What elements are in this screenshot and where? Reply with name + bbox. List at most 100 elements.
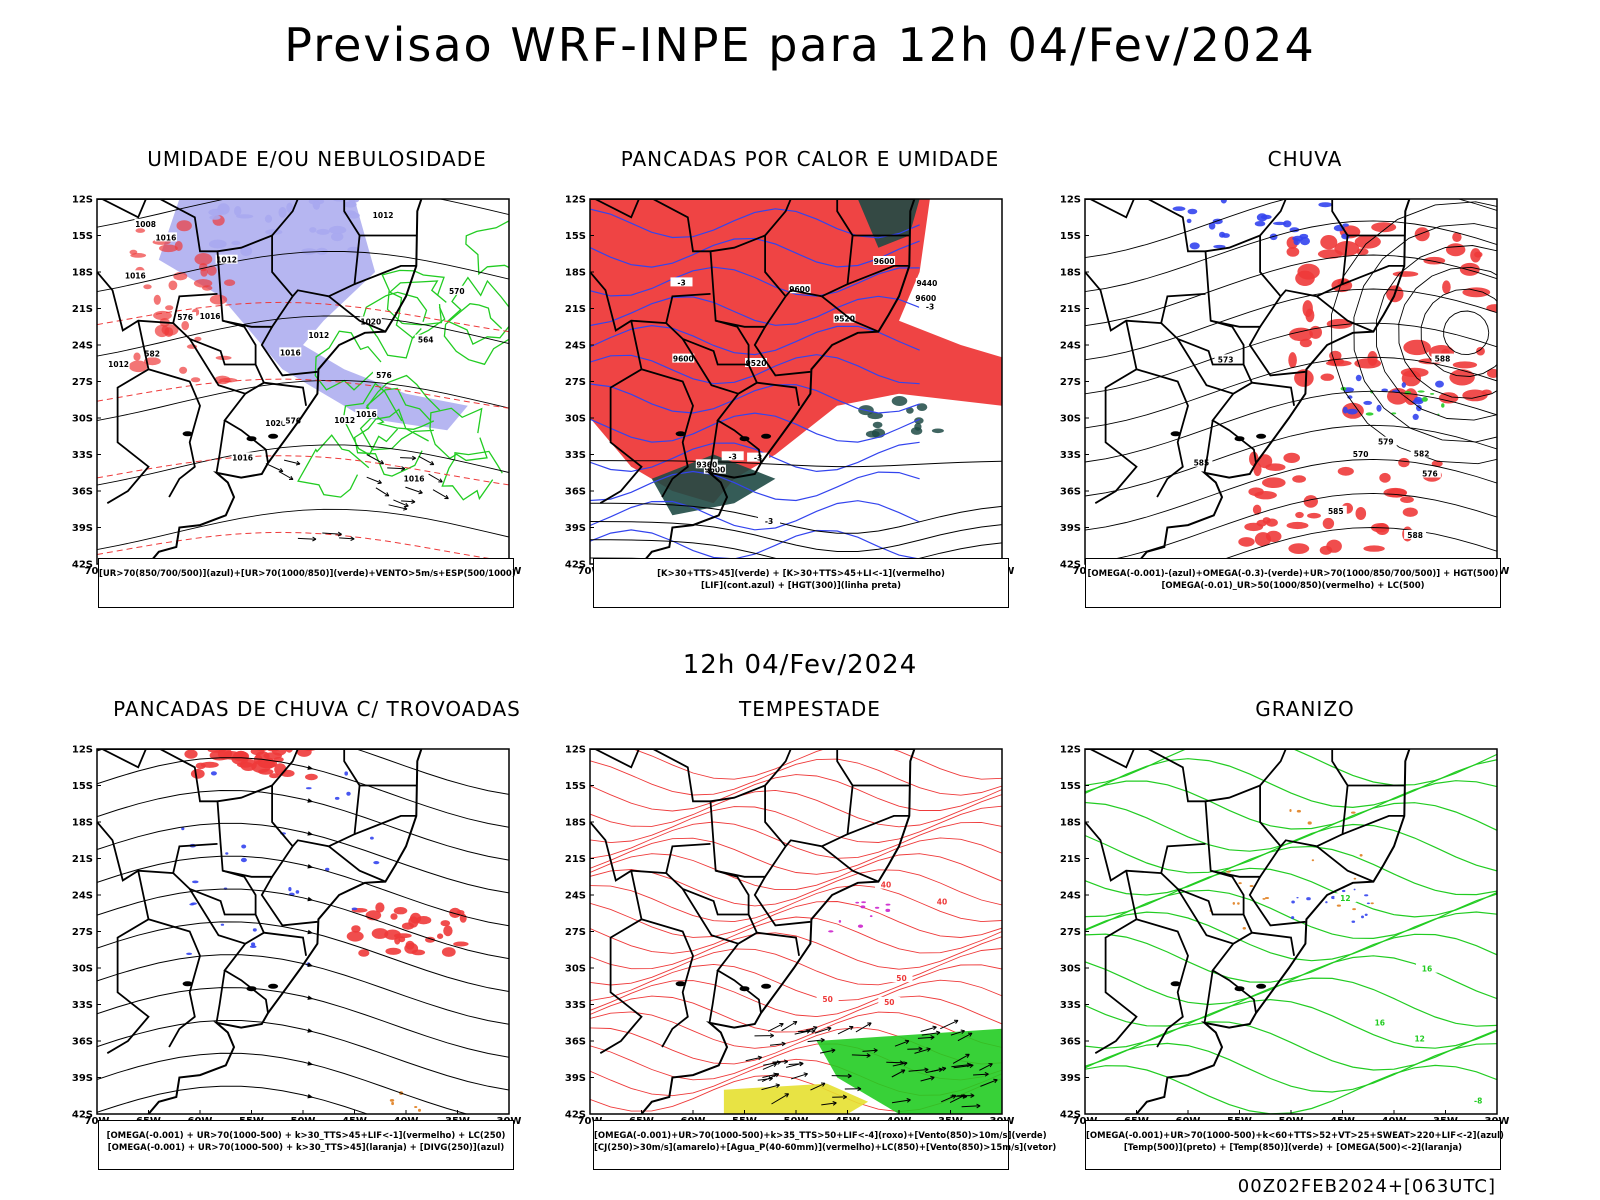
- rain-red-blob: [1254, 491, 1277, 500]
- rain-red-blob: [1252, 504, 1262, 515]
- humidity-red-blob: [143, 284, 152, 290]
- wind-vector: [807, 1039, 825, 1043]
- panel-title: CHUVA: [1267, 147, 1343, 171]
- wind-vector-head: [984, 1071, 989, 1077]
- storm-red-blob: [305, 773, 318, 781]
- divergence-blue-blob: [240, 857, 247, 863]
- wind-vector-head: [350, 536, 355, 542]
- map-tempestade: 50 40 50 40 50 12S 15S 18S 21S 24S 27S 30S 33S 36S 39S…: [565, 745, 1015, 1128]
- divergence-blue-blob: [370, 836, 374, 840]
- country-state-border: [1094, 320, 1138, 504]
- wind-vector-head: [806, 1029, 811, 1034]
- lat-label: 21S: [565, 304, 586, 315]
- country-state-border: [1316, 295, 1374, 333]
- wind-vector: [375, 487, 390, 497]
- country-state-border: [263, 931, 307, 956]
- wind-vector-head: [900, 1069, 906, 1074]
- wind-vector: [1001, 1036, 1002, 1037]
- country-state-border: [708, 970, 719, 1023]
- country-state-border: [681, 338, 739, 395]
- lifted-index-contour: [590, 208, 920, 239]
- contour-label-bg: [1214, 354, 1237, 364]
- contour-label-bg: [231, 452, 254, 462]
- rain-red-blob: [1442, 280, 1451, 294]
- wind-vector: [401, 500, 416, 503]
- country-state-border: [599, 320, 643, 504]
- country-state-border: [821, 295, 879, 333]
- streamline-arrow: [307, 798, 314, 803]
- lon-label: 70W: [85, 1116, 110, 1127]
- country-state-border: [681, 888, 739, 945]
- lat-label: 36S: [565, 487, 586, 498]
- instability-blob: [872, 421, 883, 429]
- anticyclone-contour: [1375, 245, 1497, 421]
- rain-blue-blob: [1254, 221, 1266, 227]
- wind-vector: [387, 467, 405, 470]
- rain-blue-blob: [1435, 380, 1444, 388]
- humidity-blob: [347, 246, 361, 253]
- lat-label: 42S: [1060, 1110, 1081, 1121]
- lifted-index-contour: [590, 295, 920, 327]
- legend-line: [CJ(250)>30m/s](amarelo)+[Agua_P(40-60mm…: [594, 1143, 1057, 1153]
- hail-blue-blob: [1325, 901, 1328, 904]
- wind-vector: [940, 1019, 959, 1030]
- wind-vector-head: [906, 1098, 911, 1103]
- contour-label: 16: [1375, 1018, 1385, 1027]
- wind-vector-head: [847, 1073, 852, 1079]
- rain-blue-blob: [1282, 220, 1292, 228]
- country-state-border: [101, 199, 269, 464]
- omega-orange-blob: [1232, 902, 1235, 905]
- humidity-red-blob: [133, 352, 141, 361]
- country-state-border: [172, 293, 218, 324]
- streamline: [97, 789, 509, 861]
- humidity-blob: [331, 232, 344, 242]
- humidity-red-blob: [144, 357, 161, 366]
- storm-red-blob: [393, 907, 408, 915]
- rain-blue-blob: [1363, 400, 1373, 405]
- lat-label: 36S: [1060, 1037, 1081, 1048]
- contour-label-bg: [1374, 436, 1397, 446]
- storm-red-blob: [440, 920, 451, 927]
- rain-red-blob: [1294, 369, 1314, 387]
- storm-red-blob: [351, 925, 361, 933]
- rain-red-blob: [1244, 522, 1264, 532]
- pressure-contour: [97, 315, 509, 357]
- wind-vector-head: [820, 1082, 826, 1087]
- contour-label-bg: [695, 459, 718, 469]
- lat-label: 15S: [72, 231, 93, 242]
- contour-label-bg: [890, 973, 913, 983]
- field-layer: 16 12 -8 16 12: [1085, 749, 1497, 1114]
- country-state-border: [328, 845, 386, 883]
- contour-label: 9440: [916, 279, 937, 288]
- hail-blue-blob: [1291, 900, 1295, 904]
- contour-label: 582: [144, 350, 160, 359]
- divergence-blue-blob: [344, 771, 349, 776]
- divergence-blue-blob: [373, 861, 380, 865]
- contour-label: 1020: [360, 318, 381, 327]
- lon-label: 70W: [578, 1116, 603, 1127]
- wind-vector-head: [867, 1022, 872, 1027]
- coastline: [590, 749, 916, 1114]
- rain-blue-blob: [1221, 233, 1230, 238]
- lat-label: 12S: [72, 195, 93, 206]
- wind-vector: [432, 489, 449, 500]
- field-layer: 9600 9600 9600 9600 9600 9520 9440 9360 9520 -3 -3…: [590, 199, 1002, 564]
- country-state-border: [106, 320, 150, 504]
- wind-vector: [961, 1105, 981, 1108]
- forecast-time-title: 12h 04/Fev/2024: [682, 650, 918, 680]
- country-state-border: [215, 970, 226, 1023]
- country-state-border: [641, 918, 694, 1048]
- country-state-border: [594, 199, 762, 464]
- contour-label-bg: [215, 254, 238, 264]
- storm-red-blob: [296, 749, 312, 757]
- lat-label: 36S: [72, 487, 93, 498]
- country-state-border: [217, 234, 273, 253]
- hgt500-streamline: [1085, 254, 1497, 327]
- wind-vector-head: [776, 1060, 782, 1065]
- storm-orange-blob: [418, 1108, 421, 1112]
- lat-label: 21S: [72, 854, 93, 865]
- hgt500-streamline: [1085, 322, 1497, 395]
- country-state-border: [354, 815, 417, 836]
- country-state-border: [217, 784, 273, 803]
- lat-label: 36S: [565, 1037, 586, 1048]
